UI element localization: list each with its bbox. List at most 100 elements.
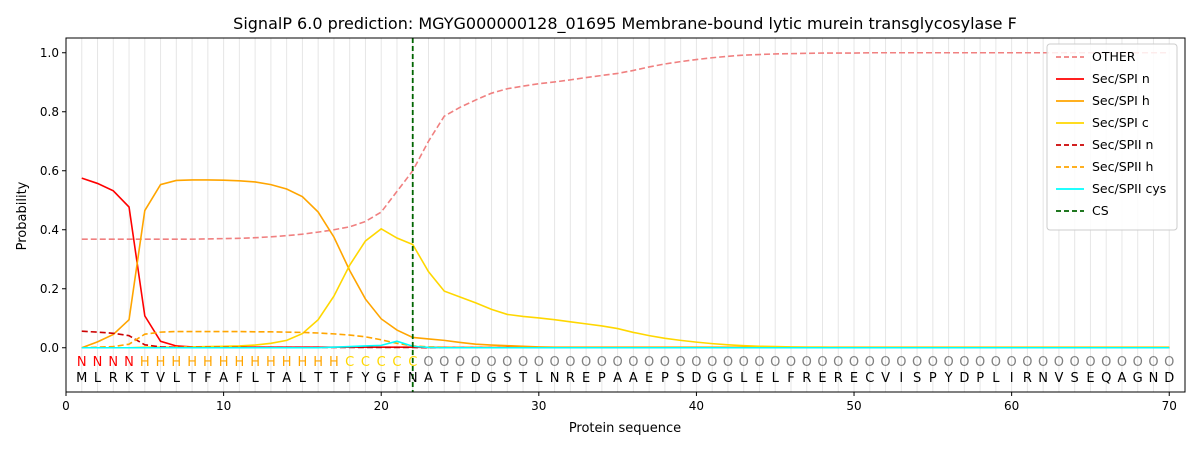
region-label: H [187,355,197,370]
plot-area [81,38,1170,392]
region-label: O [1164,355,1174,370]
legend-entry: CS [1092,203,1109,218]
region-label: O [912,355,922,370]
residue-label: A [282,371,291,386]
residue-label: G [486,371,496,386]
region-label: O [723,355,733,370]
series-line-other [81,51,1170,240]
residue-label: Y [360,371,369,386]
residue-label: R [1023,371,1032,386]
residue-label: P [929,371,937,386]
region-label: O [502,355,512,370]
sequence-annotation: NMNLNRNKHTHVHLHTHFHAHFHLHTHAHLHTHTCFCYCG… [76,355,1174,386]
residue-label: L [94,371,102,386]
legend-entry: Sec/SPII h [1092,159,1153,174]
residue-label: P [976,371,984,386]
series-line-sec-spi-c [81,227,1170,349]
residue-label: G [707,371,717,386]
region-label: O [754,355,764,370]
region-label: O [1007,355,1017,370]
vertical-gridlines [81,38,1170,392]
residue-label: N [550,371,560,386]
region-label: N [77,355,87,370]
region-label: H [282,355,292,370]
legend-entry: Sec/SPII n [1092,137,1153,152]
residue-label: N [408,371,418,386]
x-tick-label: 70 [1162,399,1177,413]
residue-label: I [899,371,903,386]
region-label: O [471,355,481,370]
x-tick-label: 0 [62,399,70,413]
region-label: C [361,355,370,370]
region-label: O [959,355,969,370]
region-label: O [423,355,433,370]
residue-label: G [723,371,733,386]
region-label: H [298,355,308,370]
x-tick-label: 60 [1004,399,1019,413]
legend-entry: OTHER [1092,49,1136,64]
residue-label: L [772,371,780,386]
residue-label: M [76,371,87,386]
region-label: H [313,355,323,370]
residue-label: S [913,371,921,386]
residue-label: G [1133,371,1143,386]
region-label: O [691,355,701,370]
residue-label: C [865,371,874,386]
residue-label: V [156,371,165,386]
region-label: O [628,355,638,370]
region-label: O [581,355,591,370]
residue-label: A [219,371,228,386]
residue-label: T [439,371,448,386]
y-axis-label: Probability [15,181,30,250]
residue-label: Q [1101,371,1111,386]
region-label: O [439,355,449,370]
residue-label: S [677,371,685,386]
residue-label: T [329,371,338,386]
region-label: C [392,355,401,370]
residue-label: E [582,371,590,386]
residue-label: Y [944,371,953,386]
region-label: H [140,355,150,370]
residue-label: I [1010,371,1014,386]
residue-label: F [787,371,794,386]
region-label: O [896,355,906,370]
residue-label: T [313,371,322,386]
residue-label: V [881,371,890,386]
series-line-sec-spi-h [81,179,1170,349]
residue-label: T [187,371,196,386]
region-label: O [597,355,607,370]
region-label: O [1038,355,1048,370]
region-label: O [849,355,859,370]
residue-label: D [959,371,969,386]
region-label: C [377,355,386,370]
residue-label: D [1164,371,1174,386]
y-tick-label: 1.0 [40,46,59,60]
residue-label: N [1038,371,1048,386]
region-label: O [1117,355,1127,370]
region-label: H [234,355,244,370]
region-label: O [644,355,654,370]
residue-label: V [1054,371,1063,386]
residue-label: R [566,371,575,386]
region-label: O [802,355,812,370]
residue-label: L [299,371,307,386]
region-label: O [1085,355,1095,370]
residue-label: T [266,371,275,386]
residue-label: E [755,371,763,386]
region-label: O [865,355,875,370]
x-tick-label: 30 [531,399,546,413]
region-label: O [518,355,528,370]
region-label: H [266,355,276,370]
residue-label: F [204,371,211,386]
residue-label: G [376,371,386,386]
residue-label: L [740,371,748,386]
region-label: H [203,355,213,370]
residue-label: A [613,371,622,386]
residue-label: A [1118,371,1127,386]
region-label: O [549,355,559,370]
region-label: H [156,355,166,370]
region-label: N [93,355,103,370]
region-label: O [1148,355,1158,370]
residue-label: L [173,371,181,386]
region-label: H [171,355,181,370]
